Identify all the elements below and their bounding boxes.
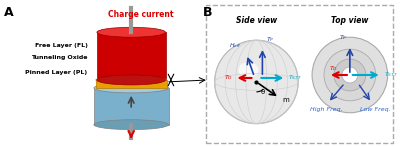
Text: m: m bbox=[282, 97, 289, 103]
Ellipse shape bbox=[94, 83, 168, 93]
Circle shape bbox=[342, 67, 358, 83]
Ellipse shape bbox=[94, 120, 168, 130]
Text: $T_{STT}$: $T_{STT}$ bbox=[384, 71, 398, 79]
Text: A: A bbox=[4, 6, 14, 19]
Text: $T_D$: $T_D$ bbox=[330, 64, 338, 73]
FancyBboxPatch shape bbox=[96, 80, 167, 88]
Text: High Freq.: High Freq. bbox=[310, 107, 342, 112]
FancyBboxPatch shape bbox=[206, 5, 392, 143]
Text: $T_D$: $T_D$ bbox=[224, 74, 232, 82]
Text: Charge current: Charge current bbox=[108, 10, 174, 19]
Text: Top view: Top view bbox=[331, 16, 368, 25]
Text: $T_P$: $T_P$ bbox=[266, 35, 275, 44]
Text: Pinned Layer (PL): Pinned Layer (PL) bbox=[25, 69, 88, 74]
Ellipse shape bbox=[238, 62, 258, 78]
Text: Low Freq.: Low Freq. bbox=[360, 107, 391, 112]
Ellipse shape bbox=[96, 76, 166, 84]
Ellipse shape bbox=[97, 75, 166, 85]
FancyBboxPatch shape bbox=[94, 88, 169, 125]
Text: Side view: Side view bbox=[236, 16, 277, 25]
Circle shape bbox=[312, 37, 388, 113]
Circle shape bbox=[324, 49, 376, 101]
Circle shape bbox=[215, 40, 298, 124]
Text: $T_{STT}$: $T_{STT}$ bbox=[288, 74, 302, 82]
Text: $T_P$: $T_P$ bbox=[340, 33, 348, 42]
Text: B: B bbox=[203, 6, 212, 19]
Text: Free Layer (FL): Free Layer (FL) bbox=[34, 43, 88, 48]
Ellipse shape bbox=[97, 27, 166, 37]
Text: $H_{eff}$: $H_{eff}$ bbox=[230, 41, 242, 50]
Circle shape bbox=[334, 59, 366, 91]
Text: Tunneling Oxide: Tunneling Oxide bbox=[31, 55, 88, 60]
FancyBboxPatch shape bbox=[98, 32, 166, 80]
Text: θ: θ bbox=[260, 89, 265, 95]
